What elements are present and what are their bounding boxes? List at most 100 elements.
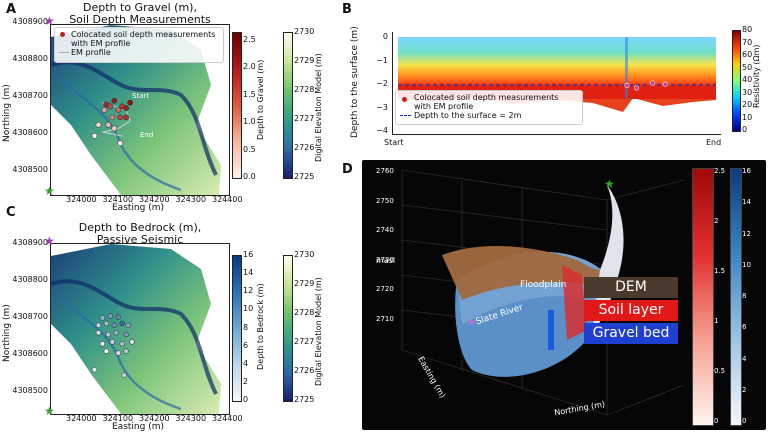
panel-c-xlabel: Easting (m) — [112, 422, 164, 432]
panel-c-depth-colorbar — [232, 255, 242, 402]
bedrock-depth-point — [115, 314, 121, 320]
bedrock-depth-point — [121, 372, 127, 378]
soil-depth-point — [109, 114, 116, 121]
panel-c-map — [50, 243, 230, 415]
tick-label: 10 — [742, 112, 753, 122]
tick-label: 70 — [742, 37, 753, 47]
panel-a-map-svg — [51, 25, 221, 195]
tick-label: 2 — [742, 385, 747, 394]
tick-label: 2725 — [294, 172, 315, 181]
tick-label: 4308500 — [12, 165, 48, 174]
soil-depth-point — [115, 107, 122, 113]
start-label: Start — [132, 92, 150, 100]
tick-label: 4308700 — [12, 312, 48, 321]
tick-label: 0.5 — [714, 367, 726, 375]
bedrock-depth-point — [105, 331, 112, 338]
tick-label: 2727 — [294, 114, 315, 123]
em-profile-line — [102, 102, 131, 137]
soil-depth-point — [95, 121, 102, 128]
colocated-measurement-point — [649, 80, 655, 86]
tick-label: 2.5 — [243, 35, 256, 44]
legend-line-label: EM profile — [71, 48, 111, 57]
soil-depth-point — [105, 121, 112, 128]
tick-label: 6 — [742, 323, 747, 332]
panel-b-letter: B — [342, 2, 352, 17]
soil-depth-point — [107, 103, 114, 110]
panel-a-title-line1: Depth to Gravel (m), — [83, 1, 197, 14]
tick-label: 4308700 — [12, 91, 48, 100]
bedrock-depth-point — [95, 322, 102, 328]
soil-depth-point — [117, 140, 124, 147]
tick-label: 2730 — [294, 250, 315, 259]
dem-surface — [51, 244, 221, 414]
panel-a-depth-colorbar — [232, 32, 242, 179]
soil-layer-tag: Soil layer — [584, 300, 678, 321]
bedrock-depth-point — [109, 339, 115, 345]
panel-d-3d-view: ★ ★ 2760 2750 2740 2730 2720 2710 masl Floodp… — [362, 160, 766, 430]
panel-d-soil-colorbar — [692, 168, 714, 426]
tick-label: 324200 — [139, 195, 170, 204]
tick-label: 12 — [742, 229, 751, 238]
tick-label: 324100 — [102, 195, 134, 204]
colocated-measurement-point — [624, 82, 630, 88]
soil-depth-point — [117, 114, 124, 121]
gravel-bed-tag: Gravel bed — [584, 323, 678, 344]
tick-label: 2730 — [294, 27, 315, 36]
soil-depth-point — [123, 114, 130, 121]
tick-label: 2740 — [376, 226, 394, 235]
floodplain-label: Floodplain — [520, 280, 567, 290]
tick-label: 4308900 — [12, 17, 48, 26]
tick-label: 0 — [714, 417, 719, 425]
resistivity-section — [398, 37, 716, 99]
legend-points-label: Colocated soil depth measurements — [71, 30, 216, 39]
colocated-measurement-point — [634, 85, 640, 91]
tick-label: 2728 — [294, 85, 315, 94]
tick-label: 6 — [243, 340, 249, 350]
soil-depth-point — [111, 97, 118, 104]
tick-label: 1.5 — [714, 267, 726, 275]
tick-label: 324400 — [212, 195, 243, 204]
bedrock-depth-point — [123, 331, 129, 338]
panel-b-plot — [392, 32, 721, 135]
tick-label: 2750 — [376, 196, 394, 205]
tick-label: 1 — [714, 317, 719, 325]
tick-label: 0 — [742, 417, 747, 425]
bedrock-depth-point — [119, 320, 125, 327]
tick-label: 0 — [742, 125, 748, 134]
panel-b-colorbar-label: Resistivity (Ωm) — [752, 44, 761, 108]
tick-label: 2 — [714, 217, 719, 225]
tick-label: 60 — [742, 50, 753, 59]
tick-label: 14 — [243, 268, 254, 278]
tick-label: 324000 — [66, 195, 97, 204]
panel-a-dem-colorbar — [283, 32, 293, 179]
bedrock-depth-point — [103, 348, 110, 354]
tick-label: 324300 — [175, 414, 207, 423]
corner-star-icon: ★ — [44, 14, 55, 28]
tick-label: 324000 — [66, 414, 97, 423]
tick-label: 50 — [742, 62, 753, 72]
tick-label: 8 — [243, 322, 249, 332]
bedrock-depth-point — [115, 350, 121, 356]
panel-c-title-line2: Passive Seismic — [96, 233, 184, 246]
bedrock-depth-point — [107, 313, 113, 319]
tick-label: −4 — [376, 126, 388, 135]
tick-label: 2760 — [376, 167, 394, 175]
tick-label: 4308800 — [12, 275, 48, 284]
corner-star-icon: ★ — [44, 404, 55, 418]
dem-surface-3d — [442, 245, 602, 300]
gravel-bed-wall — [548, 310, 554, 350]
corner-star-icon: ★ — [44, 184, 55, 198]
panel-a-depth-colorbar-label: Depth to Gravel (m) — [256, 59, 265, 140]
bedrock-depth-point — [91, 367, 98, 373]
tick-label: 2726 — [294, 143, 315, 152]
end-label: End — [140, 131, 154, 139]
panel-d-letter: D — [342, 162, 353, 177]
tick-label: 2727 — [294, 337, 315, 346]
panel-c-title-line1: Depth to Bedrock (m), — [78, 221, 202, 234]
tick-label: 324400 — [212, 414, 243, 423]
panel-b-x-start: Start — [384, 138, 404, 147]
conductive-anomaly — [625, 37, 628, 99]
tick-label: −3 — [376, 102, 388, 112]
tick-label: 10 — [243, 304, 254, 314]
tick-label: 2.0 — [243, 62, 256, 72]
